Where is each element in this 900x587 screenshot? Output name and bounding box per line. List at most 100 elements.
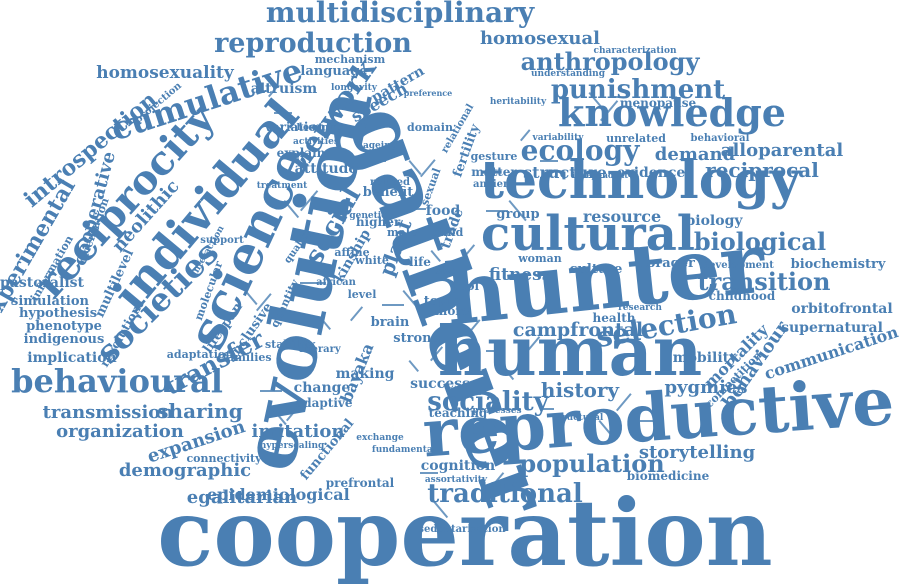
word-mechanism: mechanism	[315, 53, 386, 66]
micro-word-speck	[408, 160, 422, 176]
word-size: size	[435, 266, 456, 277]
word-independent: independent	[572, 170, 629, 180]
word-connectivity: connectivity	[186, 452, 262, 465]
word-technology: technology	[480, 150, 802, 211]
word-treatment: treatment	[257, 181, 308, 191]
word-history: history	[541, 378, 621, 402]
word-cultural: cultural	[481, 206, 695, 262]
micro-word-speck	[612, 96, 626, 98]
word-egalitarian: egalitarian	[187, 487, 297, 508]
word-sharing: sharing	[157, 399, 242, 423]
word-epidemiological: epidemiological	[207, 485, 350, 504]
word-related: related	[370, 177, 410, 188]
word-health: health	[593, 311, 636, 325]
micro-word-speck	[420, 472, 438, 474]
word-biochemistry: biochemistry	[791, 257, 886, 272]
word-resource: resource	[583, 207, 661, 226]
word-longevity: longevity	[331, 83, 378, 93]
word-research: research	[618, 303, 662, 313]
word-human: human	[438, 312, 702, 392]
micro-word-speck	[470, 319, 481, 332]
word-more: more	[435, 304, 470, 318]
micro-word-speck	[268, 404, 287, 426]
word-storytelling: storytelling	[639, 442, 756, 463]
word-punishment: punishment	[551, 75, 725, 105]
word-african: african	[316, 277, 356, 288]
word-affine: affine	[334, 246, 369, 259]
word-success: success	[410, 376, 470, 392]
word-woman: woman	[517, 252, 562, 265]
word-orbitofrontal: orbitofrontal	[791, 301, 892, 317]
micro-word-speck	[598, 420, 612, 436]
word-culture: culture	[570, 262, 623, 277]
micro-word-speck	[408, 359, 419, 373]
word-biomedicine: biomedicine	[627, 469, 710, 483]
word-structural: structural	[553, 413, 604, 423]
word-genetic: genetic	[349, 211, 387, 221]
word-making: making	[336, 366, 395, 382]
word-childhood: childhood	[709, 289, 776, 303]
micro-word-speck	[432, 500, 449, 519]
word-heritability: heritability	[490, 97, 547, 107]
word-campfrontal: campfrontal	[513, 319, 643, 341]
word-transition: transition	[697, 267, 830, 296]
word-homosexuality: homosexuality	[96, 63, 235, 83]
word-implication: implication	[27, 350, 116, 366]
word-unrelated: unrelated	[606, 132, 666, 145]
word-exchange: exchange	[356, 433, 404, 443]
word-variation: variation	[264, 120, 326, 134]
word-families: families	[222, 351, 271, 364]
word-prefrontal: prefrontal	[326, 476, 395, 490]
word-assortativity: assortativity	[425, 475, 488, 485]
micro-word-speck	[430, 250, 441, 263]
micro-word-speck	[638, 420, 664, 422]
word-transmission: transmission	[43, 402, 174, 423]
word-multidisciplinary: multidisciplinary	[266, 0, 535, 29]
word-phenotype: phenotype	[26, 319, 102, 334]
word-child: child	[433, 226, 464, 239]
word-biology: biology	[685, 213, 743, 229]
word-level: level	[348, 288, 377, 301]
word-explain: explain	[277, 146, 326, 160]
micro-word-speck	[274, 112, 292, 114]
word-organization: organization	[56, 421, 184, 442]
word-cognition: cognition	[421, 458, 495, 474]
word-altruism: altruism	[251, 81, 318, 97]
word-characterization: characterization	[593, 46, 676, 56]
word-ancient: ancient	[473, 179, 515, 190]
word-language: language	[300, 64, 367, 79]
word-higher: higher	[356, 215, 401, 229]
word-group: group	[496, 207, 539, 222]
word-pastoralist: pastoralist	[0, 275, 85, 291]
word-behavioural: behavioural	[11, 362, 223, 400]
word-simulation: simulation	[11, 294, 89, 309]
word-stability: stability	[265, 338, 316, 351]
micro-word-speck	[588, 92, 605, 111]
word-imitation: imitation	[252, 421, 345, 442]
word-literary: literary	[299, 344, 342, 355]
word-cooperation: cooperation	[157, 479, 772, 587]
word-hypothesis: hypothesis	[19, 306, 97, 321]
micro-word-speck	[320, 317, 331, 331]
micro-word-speck	[300, 282, 326, 284]
word-pygmies: pygmies	[664, 377, 747, 398]
word-sedentarization: sedentarization	[418, 524, 506, 535]
word-reciprocal: reciprocal	[705, 158, 819, 182]
word-domain: domain	[407, 121, 453, 134]
micro-word-speck	[429, 346, 444, 362]
word-hyperscaling: hyperscaling	[260, 441, 325, 451]
micro-word-speck	[521, 336, 541, 358]
word-teaching: teaching	[429, 406, 488, 420]
micro-word-speck	[300, 190, 319, 212]
word-variability: variability	[532, 133, 585, 143]
word-behavioral: behavioral	[691, 133, 750, 144]
micro-word-speck	[268, 85, 279, 98]
word-understanding: understanding	[531, 69, 606, 79]
word-evidence: evidence	[617, 165, 686, 181]
word-mobility: mobility	[673, 350, 738, 366]
word-adaptive: adaptive	[295, 396, 352, 410]
word-activities: activities	[293, 137, 339, 147]
word-processes: processes	[472, 406, 521, 416]
